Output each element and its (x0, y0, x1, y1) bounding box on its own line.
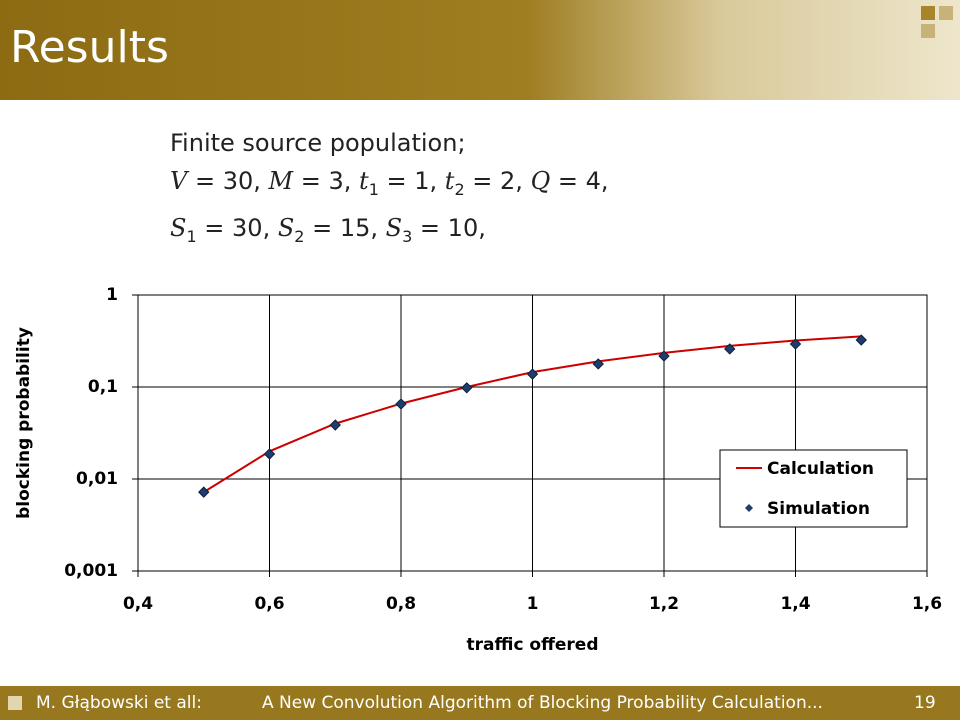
x-tick-label: 0,4 (123, 594, 153, 614)
x-tick-label: 1,4 (780, 594, 810, 614)
param-value: 3 (328, 167, 344, 195)
x-tick-label: 0,8 (386, 594, 416, 614)
sim-marker (461, 382, 473, 394)
param-value: 15 (339, 213, 371, 242)
sim-marker (658, 350, 670, 362)
param-symbol: t (444, 167, 455, 195)
y-axis-label: blocking probability (14, 327, 34, 519)
param-symbol: S (277, 213, 295, 242)
param-symbol: S (385, 213, 403, 242)
footer-title: A New Convolution Algorithm of Blocking … (262, 693, 823, 713)
legend-swatch (745, 504, 753, 512)
sim-marker (329, 419, 341, 431)
param-value: 2 (500, 167, 516, 195)
param-subscript: 2 (294, 226, 305, 246)
param-subscript: 3 (402, 226, 413, 246)
sim-marker (526, 368, 539, 380)
sim-marker (395, 398, 407, 410)
legend-label: Simulation (767, 499, 870, 519)
sim-marker (855, 334, 867, 346)
y-tick-label: 0,001 (64, 561, 118, 581)
x-tick-label: 0,6 (254, 594, 284, 614)
legend-label: Calculation (767, 459, 874, 479)
formula: Finite source population; V = 30, M = 3,… (170, 124, 609, 256)
param-subscript: 2 (454, 179, 465, 199)
param-subscript: 1 (186, 226, 197, 246)
param-symbol: t (359, 167, 369, 195)
sim-marker (789, 338, 802, 350)
decor (921, 24, 935, 38)
param-value: 30 (232, 213, 263, 242)
decor (8, 696, 22, 710)
param-symbol: V (170, 167, 188, 195)
param-value: 1 (414, 167, 430, 195)
page-number: 19 (914, 693, 936, 713)
header: Results (0, 0, 960, 100)
param-symbol: Q (530, 167, 551, 195)
x-tick-label: 1 (527, 594, 539, 614)
x-tick-label: 1,6 (912, 594, 942, 614)
slide-title: Results (10, 22, 169, 73)
footer-authors: M. Głąbowski et all: (36, 693, 202, 713)
param-symbol: M (268, 167, 294, 195)
footer: M. Głąbowski et all: A New Convolution A… (0, 686, 960, 720)
sim-marker (198, 486, 210, 498)
param-value: 10 (447, 213, 479, 242)
decor (939, 6, 953, 20)
param-value: 4 (585, 167, 601, 195)
param-subscript: 1 (368, 179, 379, 199)
sim-marker (592, 358, 604, 370)
params: V = 30, M = 3, t1 = 1, t2 = 2, Q = 4, (170, 167, 609, 199)
x-tick-label: 1,2 (649, 594, 679, 614)
sim-marker (263, 448, 276, 460)
y-tick-label: 0,01 (76, 469, 118, 489)
intro: Finite source population; (170, 129, 466, 157)
y-tick-label: 1 (106, 285, 118, 305)
x-axis-label: traffic offered (467, 635, 599, 655)
chart: 0,001 0,01 0,1 1 0,4 0,6 0,8 1 1,2 1,4 1,6 traffic … (14, 285, 942, 655)
params: S1 = 30, S2 = 15, S3 = 10, (170, 213, 486, 246)
decor (921, 6, 935, 20)
param-symbol: S (170, 213, 187, 242)
param-value: 30 (222, 167, 254, 195)
legend-box (719, 449, 908, 528)
sim-marker (724, 343, 736, 355)
y-tick-label: 0,1 (88, 377, 118, 397)
